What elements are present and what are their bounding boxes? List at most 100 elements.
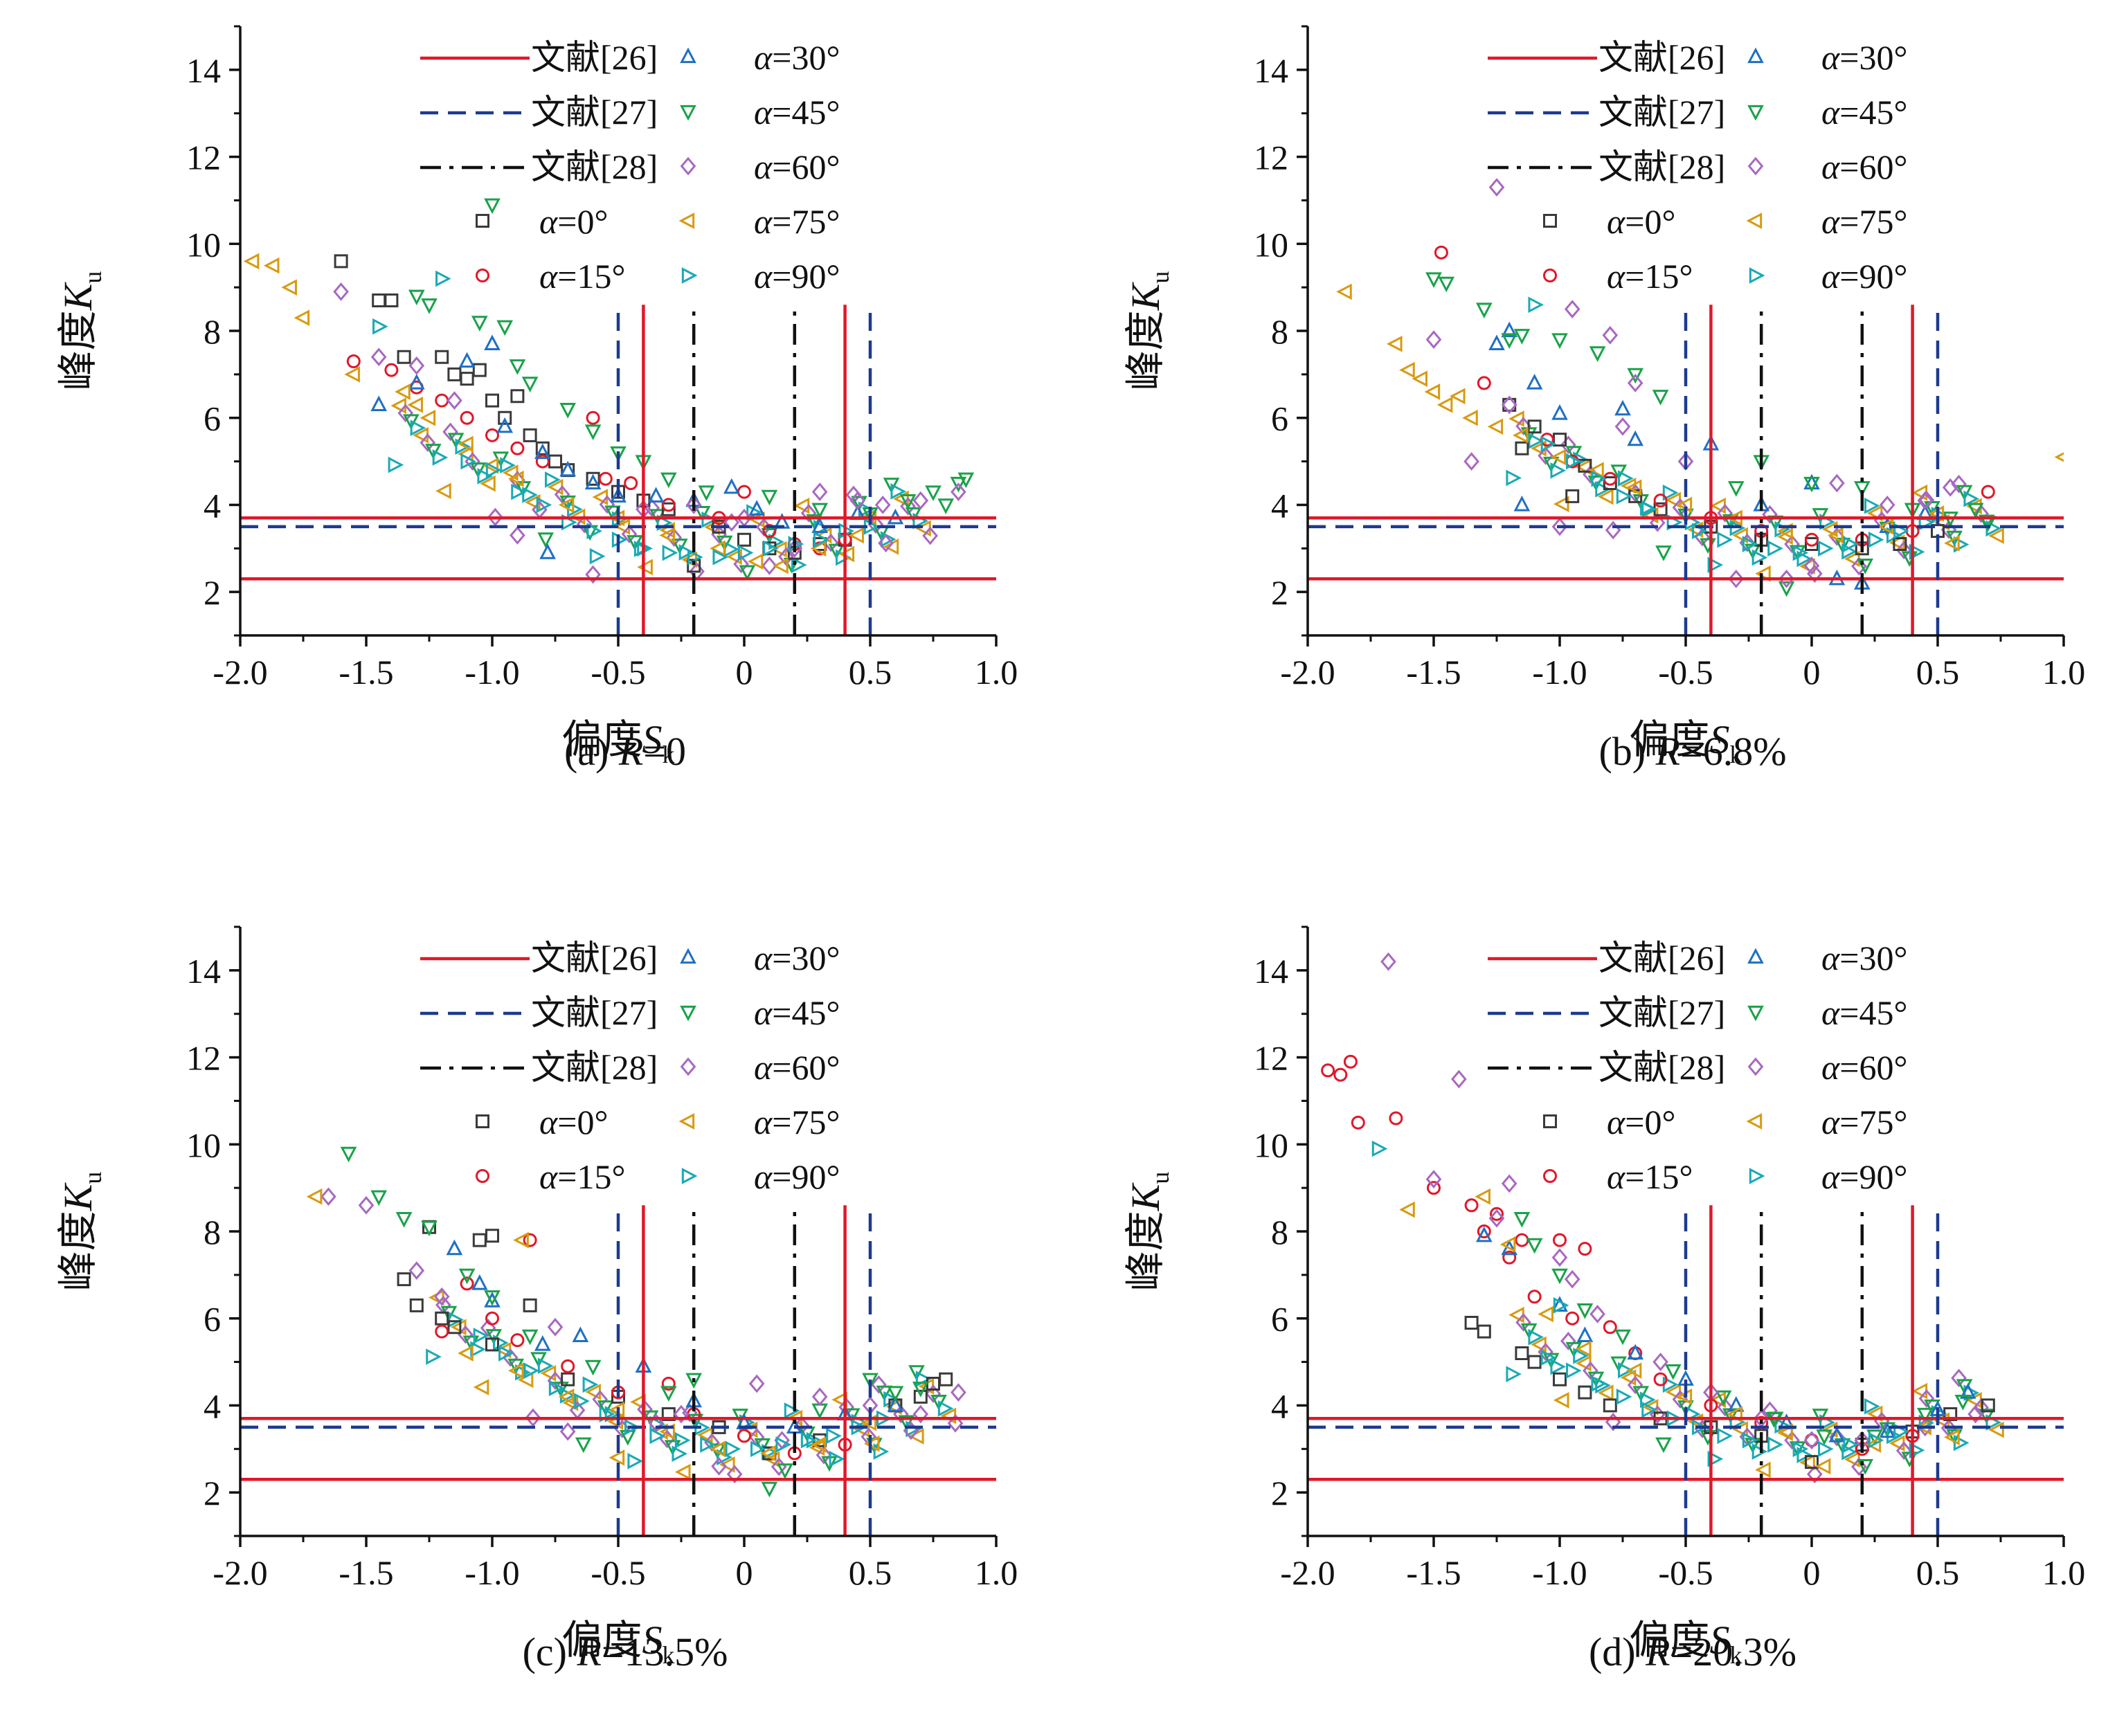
scatter-point [460, 372, 474, 386]
legend: 文献[26]文献[27]文献[28]α=0°α=15°α=30°α=45°α=6… [420, 939, 840, 1196]
scatter-point [1614, 1329, 1631, 1346]
legend-marker [1543, 1114, 1557, 1128]
band-point [1909, 1442, 1925, 1458]
caption-suffix: =6.8% [1680, 729, 1787, 774]
legend-label-text: =15° [557, 257, 625, 296]
band-point [1538, 446, 1553, 465]
scatter-point [1868, 1431, 1884, 1449]
band-point [426, 1348, 442, 1365]
series-a75 [306, 1188, 877, 1466]
legend-item-a90: α=90° [681, 1157, 840, 1196]
scatter-point [498, 1345, 514, 1362]
scatter-point [1477, 1224, 1491, 1238]
scatter-point [1464, 1316, 1479, 1330]
x-axis-title: 偏度Sk [561, 717, 674, 768]
scatter-point [559, 402, 577, 419]
scatter-point [1553, 1297, 1569, 1314]
scatter-point [1627, 430, 1644, 446]
scatter-point [498, 410, 512, 425]
scatter-point [800, 1431, 817, 1449]
scatter-point [1321, 1063, 1335, 1078]
x-tick-label: -1.0 [465, 653, 519, 691]
scatter-point [1371, 1140, 1388, 1157]
band-point [1560, 435, 1576, 455]
y-tick-label: 6 [1271, 399, 1288, 438]
scatter-point [1879, 1422, 1896, 1438]
legend-label: α=75° [1821, 202, 1907, 241]
band-point [1655, 545, 1672, 561]
scatter-point [1425, 272, 1442, 289]
band-point [1649, 513, 1666, 532]
plot-area [1308, 952, 2064, 1536]
scatter-point [458, 1268, 476, 1285]
scatter-point [407, 397, 423, 413]
scatter-point [473, 1328, 489, 1344]
legend-label: α=45° [754, 993, 840, 1032]
legend-marker [1543, 1169, 1557, 1183]
band-point [687, 1413, 704, 1430]
scatter-point [810, 540, 827, 557]
scatter-point [484, 1290, 501, 1306]
scatter-point [496, 417, 514, 433]
scatter-point [1540, 1349, 1557, 1366]
y-tick-label: 12 [1254, 138, 1288, 177]
scatter-point [661, 498, 676, 512]
scatter-point [523, 1298, 537, 1312]
scatter-point [1727, 481, 1745, 497]
scatter-point [1438, 276, 1455, 293]
scatter-point [624, 1419, 640, 1436]
y-axis-title: 峰度Ku [1123, 1172, 1174, 1292]
scatter-point [559, 1422, 576, 1441]
legend-label-text: =60° [772, 147, 840, 186]
scatter-point [1625, 479, 1642, 496]
scatter-point [535, 441, 550, 455]
scatter-point [321, 1187, 336, 1206]
band-point [800, 503, 817, 523]
scatter-point [1565, 1311, 1580, 1326]
scatter-point [610, 446, 627, 462]
legend-label-text: =90° [772, 257, 840, 296]
legend-marker [476, 269, 489, 282]
y-axis-title: 峰度Ku [55, 1172, 107, 1292]
y-tick-label: 12 [186, 138, 221, 177]
legend-marker [680, 1057, 696, 1076]
scatter-point [1515, 1346, 1529, 1360]
x-axis-title-text: 偏度 [1629, 717, 1709, 762]
band-point [1924, 501, 1940, 517]
series-a15 [435, 1233, 852, 1461]
scatter-point [609, 1449, 625, 1466]
scatter-point [1490, 1206, 1504, 1221]
band-point [694, 505, 711, 522]
scatter-point [725, 1440, 741, 1458]
scatter-point [659, 527, 675, 544]
series-a15 [1434, 245, 1995, 547]
x-tick-label: 1.0 [975, 653, 1018, 691]
scatter-point [1616, 1389, 1632, 1405]
band-point [1951, 1368, 1967, 1388]
legend-alpha: α [754, 38, 773, 77]
x-tick-label: 0.5 [1916, 653, 1960, 691]
legend-label-text: =0° [1625, 202, 1675, 241]
scatter-point [561, 1372, 575, 1386]
legend-label-text: =60° [772, 1048, 840, 1087]
band-point [1550, 1358, 1567, 1375]
band-point [777, 1463, 793, 1479]
band-point [1973, 504, 1989, 523]
scatter-point [1827, 527, 1844, 544]
scatter-point [1551, 404, 1568, 420]
legend-item-a15: α=15° [476, 257, 625, 296]
y-tick-label: 12 [1254, 1039, 1288, 1078]
legend-item-a15: α=15° [1543, 1157, 1693, 1196]
band-point [1946, 1429, 1963, 1445]
y-axis-title-text: 峰度 [55, 310, 100, 390]
scatter-point [610, 487, 627, 503]
scatter-point [1551, 333, 1568, 350]
legend-alpha: α [754, 93, 773, 132]
band-point [883, 1391, 899, 1408]
scatter-point [723, 513, 740, 532]
scatter-point [1551, 517, 1568, 536]
caption-suffix: =0 [643, 729, 686, 774]
scatter-point [1641, 1401, 1657, 1418]
scatter-point [585, 565, 601, 584]
y-axis-title: 峰度Ku [1123, 271, 1174, 391]
